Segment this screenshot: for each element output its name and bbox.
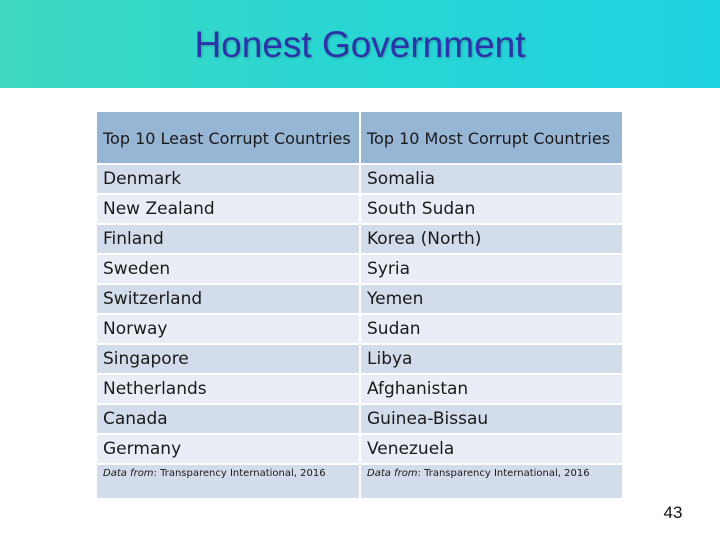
source-prefix: Data from <box>103 468 154 479</box>
table-row: Finland Korea (North) <box>95 223 624 255</box>
source-citation-right: Data from: Transparency International, 2… <box>359 463 624 500</box>
table-row: Netherlands Afghanistan <box>95 373 624 405</box>
least-corrupt-cell: Norway <box>95 313 361 345</box>
most-corrupt-cell: Korea (North) <box>359 223 624 255</box>
corruption-table-container: Top 10 Least Corrupt Countries Top 10 Mo… <box>95 110 624 500</box>
most-corrupt-cell: Afghanistan <box>359 373 624 405</box>
title-banner <box>0 0 720 88</box>
table-row: New Zealand South Sudan <box>95 193 624 225</box>
source-text: : Transparency International, 2016 <box>153 468 326 479</box>
least-corrupt-cell: New Zealand <box>95 193 361 225</box>
table-row: Norway Sudan <box>95 313 624 345</box>
corruption-table: Top 10 Least Corrupt Countries Top 10 Mo… <box>95 110 624 500</box>
least-corrupt-cell: Germany <box>95 433 361 465</box>
table-row: Switzerland Yemen <box>95 283 624 315</box>
header-least-corrupt: Top 10 Least Corrupt Countries <box>95 110 361 165</box>
most-corrupt-cell: Yemen <box>359 283 624 315</box>
table-row: Denmark Somalia <box>95 163 624 195</box>
least-corrupt-cell: Netherlands <box>95 373 361 405</box>
page-number: 43 <box>663 503 683 522</box>
least-corrupt-cell: Singapore <box>95 343 361 375</box>
table-row: Germany Venezuela <box>95 433 624 465</box>
most-corrupt-cell: Libya <box>359 343 624 375</box>
source-prefix: Data from <box>367 468 418 479</box>
table-row: Singapore Libya <box>95 343 624 375</box>
table-row: Sweden Syria <box>95 253 624 285</box>
most-corrupt-cell: Somalia <box>359 163 624 195</box>
least-corrupt-cell: Switzerland <box>95 283 361 315</box>
table-row: Canada Guinea-Bissau <box>95 403 624 435</box>
least-corrupt-cell: Denmark <box>95 163 361 195</box>
table-header-row: Top 10 Least Corrupt Countries Top 10 Mo… <box>95 110 624 165</box>
most-corrupt-cell: South Sudan <box>359 193 624 225</box>
source-citation-left: Data from: Transparency International, 2… <box>95 463 361 500</box>
source-row: Data from: Transparency International, 2… <box>95 463 624 500</box>
least-corrupt-cell: Sweden <box>95 253 361 285</box>
most-corrupt-cell: Venezuela <box>359 433 624 465</box>
header-most-corrupt: Top 10 Most Corrupt Countries <box>359 110 624 165</box>
least-corrupt-cell: Finland <box>95 223 361 255</box>
most-corrupt-cell: Guinea-Bissau <box>359 403 624 435</box>
most-corrupt-cell: Sudan <box>359 313 624 345</box>
slide-title: Honest Government <box>194 24 526 65</box>
most-corrupt-cell: Syria <box>359 253 624 285</box>
source-text: : Transparency International, 2016 <box>417 468 590 479</box>
least-corrupt-cell: Canada <box>95 403 361 435</box>
